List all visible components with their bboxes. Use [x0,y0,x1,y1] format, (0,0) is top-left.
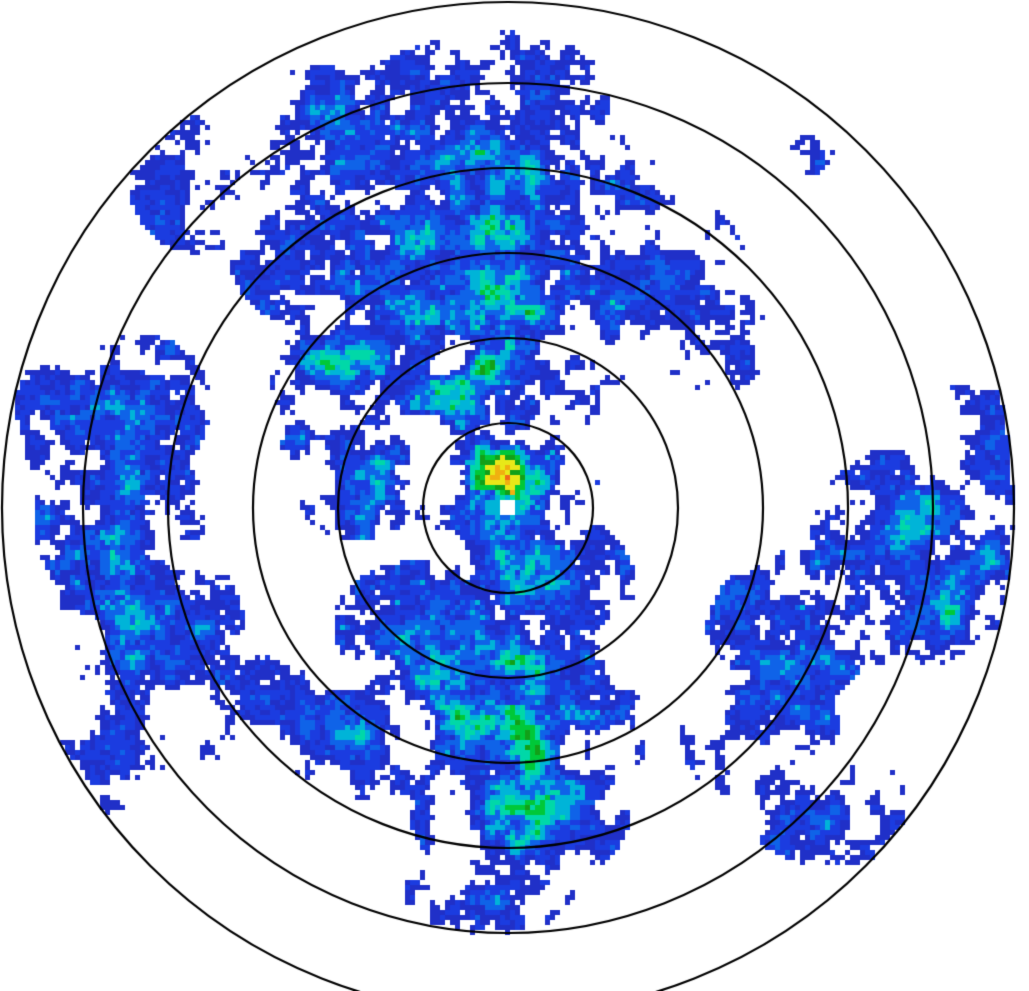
radar-range-ring-overlay [0,0,1029,991]
radar-display-panel[interactable]: Weather Radar Reflectivity PPI Display B… [0,0,1029,991]
